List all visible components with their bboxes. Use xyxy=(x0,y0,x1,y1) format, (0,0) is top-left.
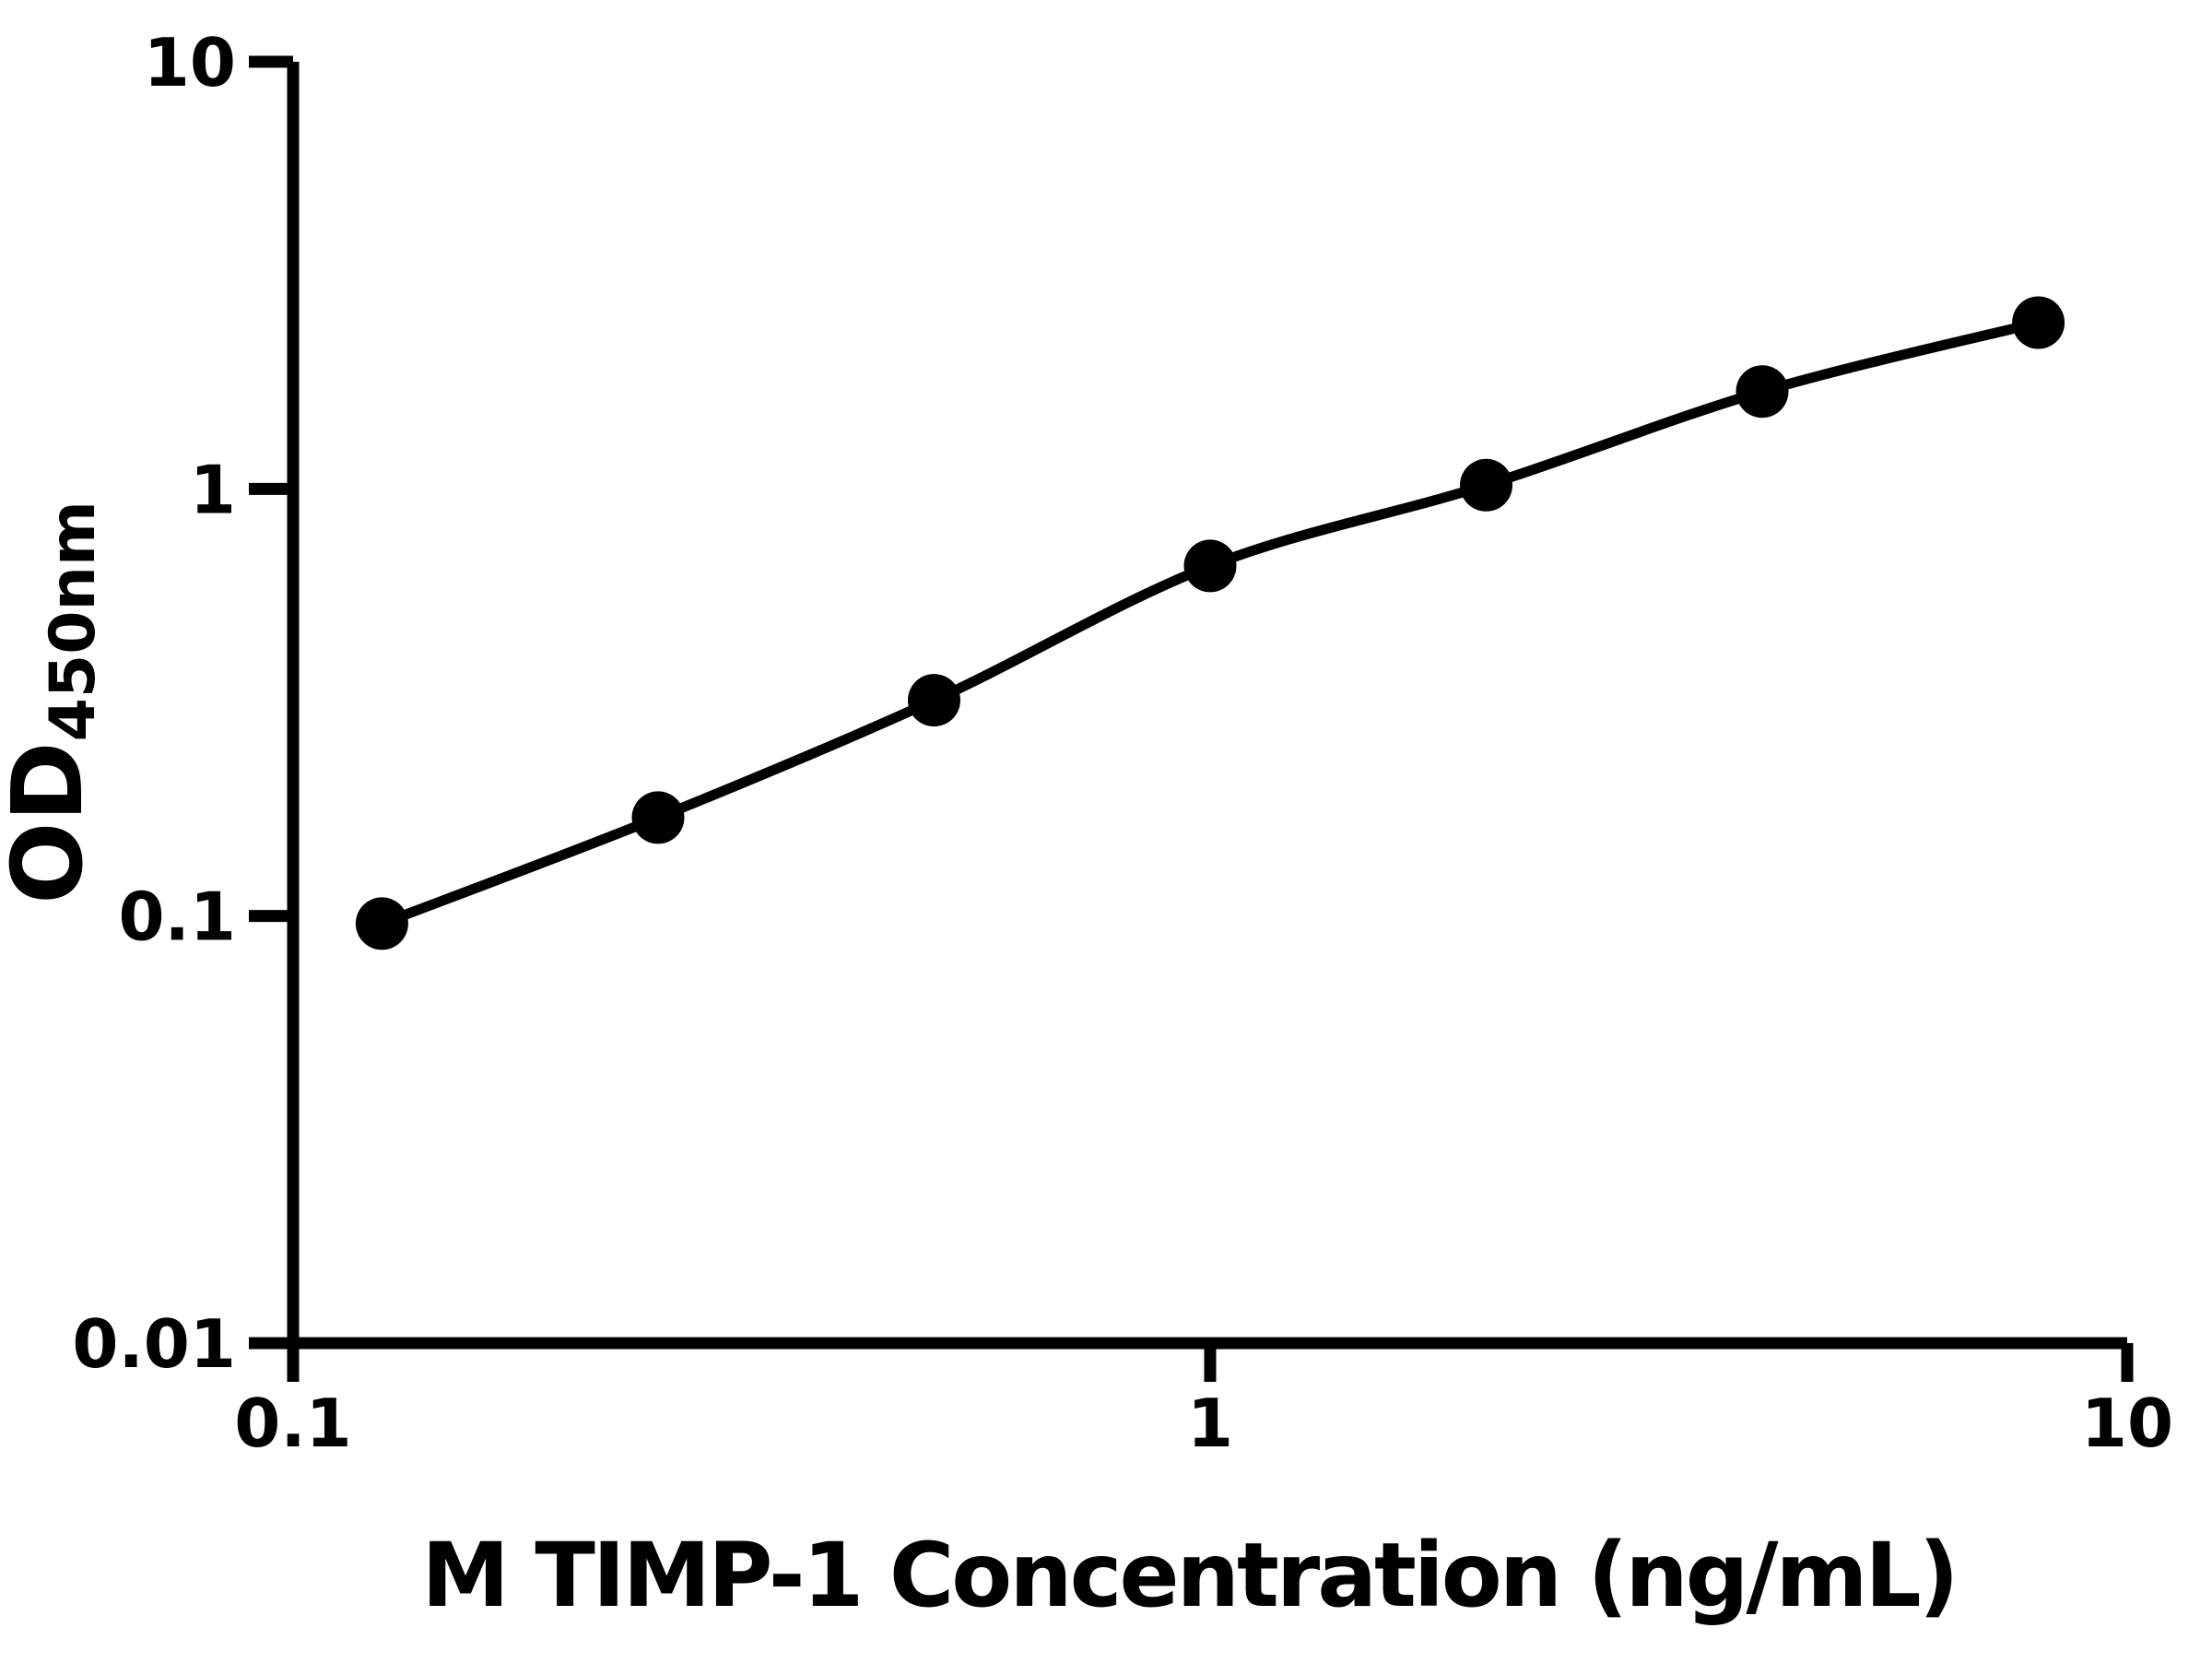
y-tick-label: 10 xyxy=(144,24,236,101)
y-tick-label: 0.1 xyxy=(118,879,236,956)
data-point-marker xyxy=(355,897,408,950)
y-axis-title: OD450nm xyxy=(0,501,110,904)
y-tick-label: 1 xyxy=(190,451,236,528)
x-tick-label: 10 xyxy=(2081,1385,2173,1462)
data-point-marker xyxy=(908,674,960,727)
data-point-marker xyxy=(1735,365,1789,419)
y-axis-title-subscript: 450nm xyxy=(37,501,110,741)
x-axis-title: M TIMP-1 Concentration (ng/mL) xyxy=(421,1524,1956,1627)
x-tick-label: 0.1 xyxy=(234,1385,352,1462)
y-tick-label: 0.01 xyxy=(72,1305,236,1383)
x-tick-label: 1 xyxy=(1187,1385,1233,1462)
data-point-marker xyxy=(2012,296,2065,349)
data-point-marker xyxy=(631,791,685,844)
y-axis-title-main: OD xyxy=(0,741,104,903)
data-point-marker xyxy=(1460,458,1512,512)
data-point-marker xyxy=(1183,539,1237,593)
curve-line xyxy=(380,317,2040,929)
